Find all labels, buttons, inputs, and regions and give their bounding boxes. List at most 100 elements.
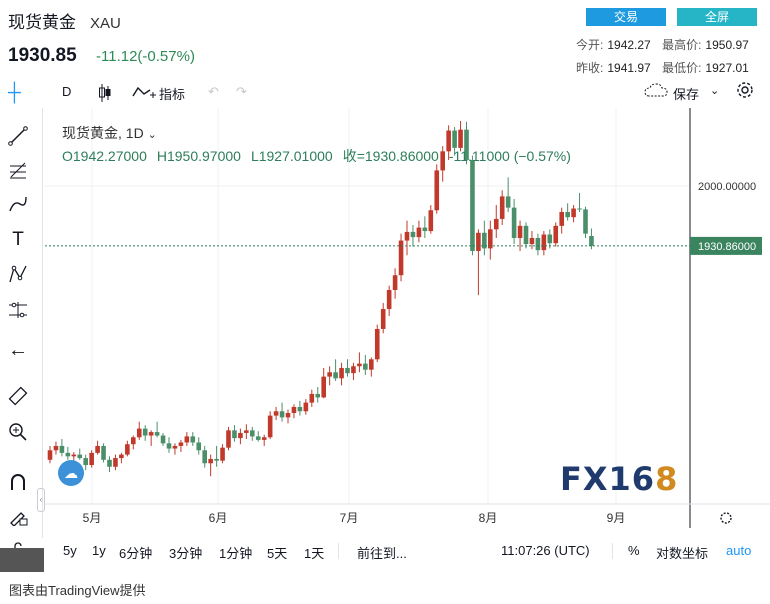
candle-up [172, 445, 178, 449]
candle-up [571, 208, 576, 218]
log-scale-toggle[interactable]: 对数坐标 [656, 546, 709, 561]
legend-chevron-icon[interactable]: ⌄ [147, 129, 157, 141]
open-value: 1942.27 [607, 38, 651, 52]
candle-down [583, 209, 588, 234]
toolbar-divider [42, 108, 43, 538]
text-icon[interactable]: T [12, 229, 24, 250]
forecast-icon[interactable] [6, 298, 30, 322]
candle-up [476, 232, 481, 251]
candle-down [250, 430, 255, 437]
gear-icon[interactable] [735, 80, 755, 103]
fullscreen-button[interactable]: 全屏 [677, 8, 757, 26]
candle-up [321, 376, 326, 398]
range-1d[interactable]: 1天 [304, 546, 325, 561]
range-1y[interactable]: 1y [92, 543, 106, 558]
candle-down [577, 208, 582, 210]
chevron-down-icon[interactable]: ⌄ [710, 85, 720, 97]
candle-up [125, 444, 130, 455]
candle-up [374, 328, 380, 360]
utc-clock[interactable]: 11:07:26 (UTC) [501, 543, 590, 558]
y-tick-label: 2000.00000 [698, 181, 756, 193]
pattern-icon[interactable] [6, 262, 30, 286]
axis-settings-icon[interactable] [720, 512, 732, 524]
prev-close-label: 昨收: [576, 61, 604, 75]
candle-up [220, 447, 225, 461]
auto-scale-toggle[interactable]: auto [726, 543, 752, 558]
candle-style-icon[interactable] [98, 84, 112, 105]
stats-row-1: 今开: 1942.27 最高价: 1950.97 [576, 36, 749, 53]
watermark-text: FX16 [560, 460, 656, 498]
candle-up [285, 413, 291, 418]
candle-down [333, 372, 338, 379]
candle-down [482, 232, 487, 249]
candle-up [303, 402, 309, 412]
indicators-button[interactable]: 指标 [159, 87, 186, 102]
percent-toggle[interactable]: % [628, 543, 640, 558]
candle-up [488, 229, 493, 249]
back-arrow-icon[interactable]: ← [8, 338, 28, 361]
candle-up [89, 452, 94, 466]
candle-down [279, 411, 285, 418]
cloud-icon[interactable] [644, 82, 668, 101]
candle-down [214, 458, 219, 461]
interval-button[interactable]: D [62, 84, 72, 99]
footer-credit: 图表由TradingView提供 [9, 583, 146, 598]
indicators-icon[interactable] [132, 84, 156, 103]
price-chart[interactable]: 1930.86000 2000.00000 5月 6月 7月 8月 9月 [45, 108, 770, 536]
candle-up [398, 240, 404, 276]
goto-button[interactable]: 前往到... [357, 546, 407, 561]
lock-drawing-icon[interactable] [6, 504, 30, 528]
range-5y[interactable]: 5y [63, 543, 77, 558]
fx168-watermark: FX168 [560, 460, 678, 498]
candle-down [297, 406, 303, 412]
ruler-icon[interactable] [6, 384, 30, 408]
x-tick-label: 8月 [479, 511, 498, 525]
zoom-in-icon[interactable] [6, 420, 30, 444]
range-1min[interactable]: 1分钟 [219, 546, 253, 561]
undo-icon[interactable]: ↶ [208, 84, 219, 99]
magnet-icon[interactable] [6, 470, 30, 494]
candle-up [380, 309, 386, 329]
candle-up [327, 372, 332, 377]
watermark-digit: 8 [655, 460, 679, 498]
candle-down [196, 442, 202, 451]
tradingview-logo[interactable]: ☁ [58, 460, 84, 486]
candle-up [351, 366, 356, 374]
fib-icon[interactable] [6, 158, 30, 182]
trend-line-icon[interactable] [6, 124, 30, 148]
trade-button[interactable]: 交易 [586, 8, 666, 26]
candle-down [464, 129, 469, 160]
candle-up [267, 415, 273, 438]
candle-down [345, 367, 350, 374]
candle-down [107, 459, 112, 467]
candle-up [71, 454, 77, 457]
range-6min[interactable]: 6分钟 [119, 546, 153, 561]
legend-open: O1942.27000 [62, 148, 147, 164]
last-price-label-bg [690, 236, 762, 255]
candle-up [369, 359, 374, 370]
brush-icon[interactable] [6, 192, 30, 216]
range-5d[interactable]: 5天 [267, 546, 288, 561]
candle-up [339, 367, 344, 379]
legend-symbol: 现货黄金, 1D [62, 125, 144, 141]
collapse-toolbar-icon[interactable]: ‹ [37, 488, 45, 512]
drawer-handle[interactable] [0, 548, 44, 572]
candle-down [255, 436, 261, 440]
candle-up [440, 151, 445, 171]
chart-toolbar: ┼ D 指标 ↶ ↷ 保存 ⌄ [0, 78, 770, 108]
candle-up [392, 275, 398, 290]
bottom-divider [612, 543, 613, 559]
range-3min[interactable]: 3分钟 [169, 546, 203, 561]
candle-up [47, 450, 53, 460]
redo-icon[interactable]: ↷ [236, 84, 247, 99]
save-button[interactable]: 保存 [673, 87, 700, 102]
candle-down [535, 237, 541, 251]
candle-up [416, 227, 422, 238]
crosshair-icon[interactable]: ┼ [8, 82, 21, 102]
candle-down [422, 227, 428, 232]
stats-row-2: 昨收: 1941.97 最低价: 1927.01 [576, 59, 749, 76]
candle-up [559, 211, 564, 226]
candle-up [517, 225, 523, 238]
candle-down [190, 436, 196, 443]
candle-down [65, 452, 71, 457]
